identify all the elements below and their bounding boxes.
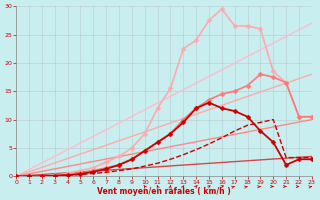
X-axis label: Vent moyen/en rafales ( km/h ): Vent moyen/en rafales ( km/h ) (97, 187, 231, 196)
